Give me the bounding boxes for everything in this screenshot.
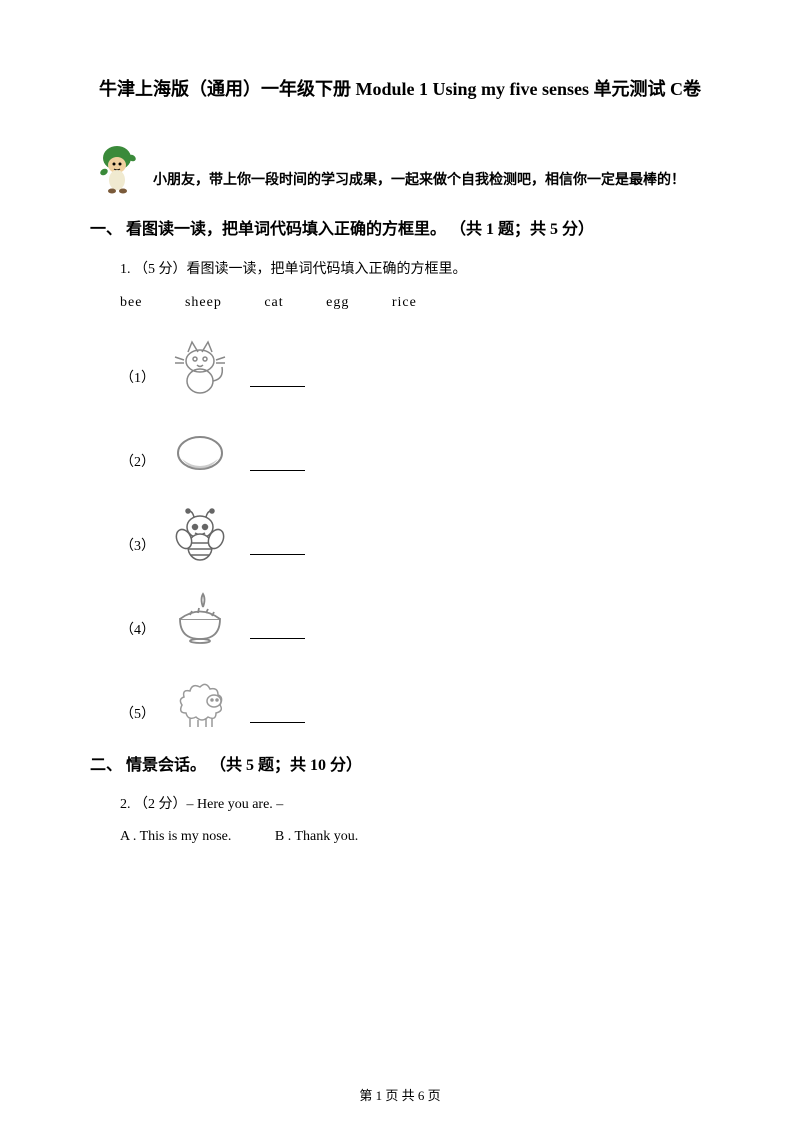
bee-icon <box>170 505 230 565</box>
rice-icon <box>170 589 230 649</box>
answer-blank[interactable] <box>250 386 305 387</box>
option-a[interactable]: A . This is my nose. <box>120 829 231 844</box>
word-bank: bee sheep cat egg rice <box>120 295 710 311</box>
page-footer: 第 1 页 共 6 页 <box>0 1085 800 1104</box>
intro-text: 小朋友，带上你一段时间的学习成果，一起来做个自我检测吧，相信你一定是最棒的！ <box>153 169 685 195</box>
word-bee: bee <box>120 295 142 310</box>
q2-text: 2. （2 分）– Here you are. – <box>120 793 710 813</box>
option-b[interactable]: B . Thank you. <box>275 829 358 844</box>
item-row: （2） <box>120 413 710 481</box>
cat-icon <box>170 337 230 397</box>
sheep-icon <box>170 673 230 733</box>
intro-row: 小朋友，带上你一段时间的学习成果，一起来做个自我检测吧，相信你一定是最棒的！ <box>90 140 710 195</box>
word-sheep: sheep <box>185 295 222 310</box>
answer-blank[interactable] <box>250 554 305 555</box>
answer-blank[interactable] <box>250 470 305 471</box>
item-row: （1） <box>120 329 710 397</box>
item-num-1: （1） <box>120 367 170 397</box>
page-title: 牛津上海版（通用）一年级下册 Module 1 Using my five se… <box>90 70 710 110</box>
word-egg: egg <box>326 295 349 310</box>
item-row: （5） <box>120 665 710 733</box>
section-1-heading: 一、 看图读一读，把单词代码填入正确的方框里。 （共 1 题；共 5 分） <box>90 215 710 239</box>
item-row: （3） <box>120 497 710 565</box>
answer-blank[interactable] <box>250 638 305 639</box>
q2-options: A . This is my nose. B . Thank you. <box>120 829 710 845</box>
q1-text: 1. （5 分）看图读一读，把单词代码填入正确的方框里。 <box>120 257 710 284</box>
egg-icon <box>170 421 230 481</box>
answer-blank[interactable] <box>250 722 305 723</box>
word-rice: rice <box>392 295 417 310</box>
mascot-icon <box>90 140 145 195</box>
item-num-2: （2） <box>120 451 170 481</box>
item-num-3: （3） <box>120 535 170 565</box>
item-num-4: （4） <box>120 619 170 649</box>
word-cat: cat <box>264 295 283 310</box>
item-num-5: （5） <box>120 703 170 733</box>
item-row: （4） <box>120 581 710 649</box>
section-2-heading: 二、 情景会话。 （共 5 题；共 10 分） <box>90 751 710 775</box>
